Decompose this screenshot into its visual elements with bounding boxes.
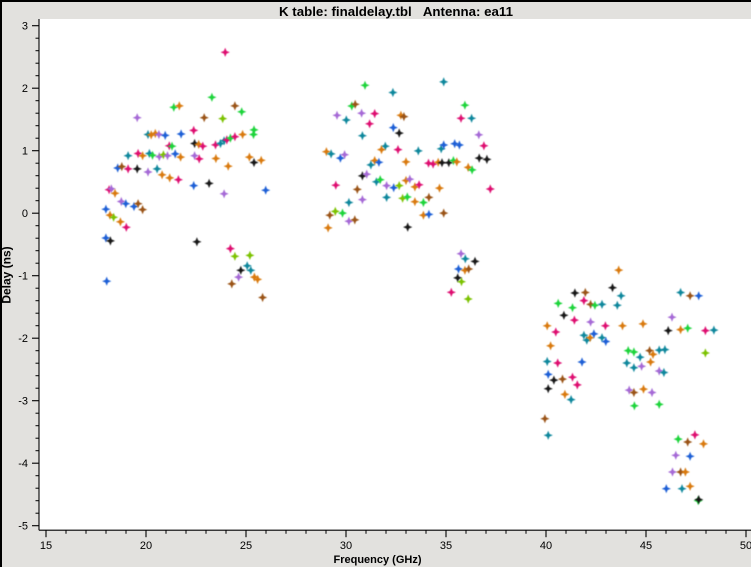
svg-text:50: 50 xyxy=(740,540,751,552)
svg-text:3: 3 xyxy=(22,21,28,33)
svg-text:0: 0 xyxy=(22,208,28,220)
svg-text:2: 2 xyxy=(22,83,28,95)
svg-text:30: 30 xyxy=(340,540,352,552)
svg-text:1: 1 xyxy=(22,146,28,158)
svg-text:40: 40 xyxy=(540,540,552,552)
svg-text:15: 15 xyxy=(40,540,52,552)
svg-text:-1: -1 xyxy=(18,271,28,283)
svg-text:-2: -2 xyxy=(18,333,28,345)
svg-text:20: 20 xyxy=(140,540,152,552)
svg-text:-3: -3 xyxy=(18,396,28,408)
svg-text:35: 35 xyxy=(440,540,452,552)
svg-text:-4: -4 xyxy=(18,458,28,470)
svg-text:-5: -5 xyxy=(18,521,28,533)
svg-text:25: 25 xyxy=(240,540,252,552)
svg-text:45: 45 xyxy=(640,540,652,552)
